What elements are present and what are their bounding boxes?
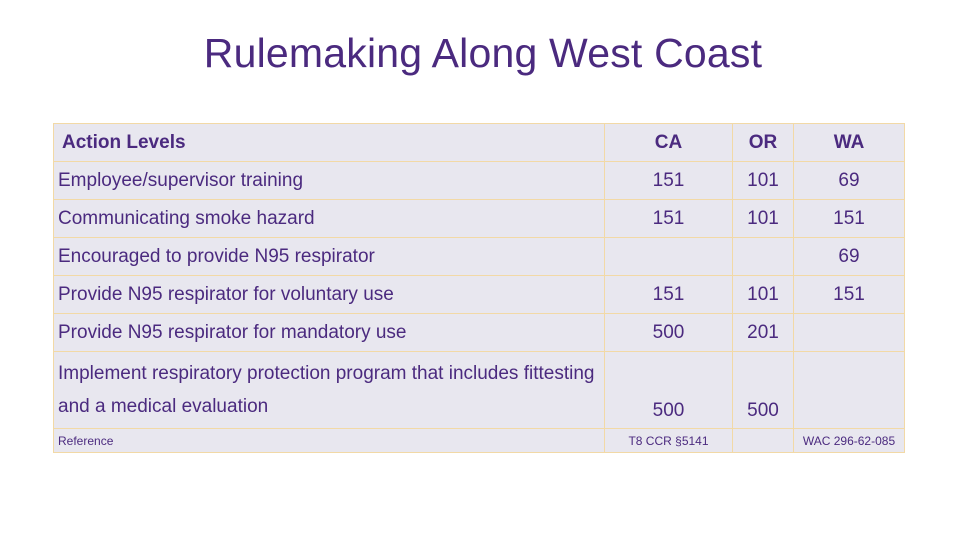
- header-action-levels: Action Levels: [53, 123, 605, 162]
- or-cell: 101: [732, 161, 794, 200]
- action-cell: Encouraged to provide N95 respirator: [53, 237, 605, 276]
- wa-cell: 69: [793, 161, 905, 200]
- ca-cell: 500: [604, 351, 733, 429]
- reference-wa: WAC 296-62-085: [793, 428, 905, 453]
- wa-cell: 151: [793, 275, 905, 314]
- table-row: Employee/supervisor training 151 101 69: [53, 161, 905, 200]
- action-cell: Provide N95 respirator for voluntary use: [53, 275, 605, 314]
- table-row: Provide N95 respirator for voluntary use…: [53, 275, 905, 314]
- wa-cell: [793, 351, 905, 429]
- action-cell: Provide N95 respirator for mandatory use: [53, 313, 605, 352]
- wa-cell: 151: [793, 199, 905, 238]
- reference-label: Reference: [53, 428, 605, 453]
- or-cell: 500: [732, 351, 794, 429]
- action-cell: Communicating smoke hazard: [53, 199, 605, 238]
- reference-row: Reference T8 CCR §5141 WAC 296-62-085: [53, 428, 905, 453]
- table-row: Provide N95 respirator for mandatory use…: [53, 313, 905, 352]
- ca-cell: 151: [604, 199, 733, 238]
- or-cell: 101: [732, 275, 794, 314]
- reference-or: [732, 428, 794, 453]
- or-cell: 101: [732, 199, 794, 238]
- action-cell: Implement respiratory protection program…: [53, 351, 605, 429]
- table-row: Implement respiratory protection program…: [53, 351, 905, 429]
- action-levels-table: Action Levels CA OR WA Employee/supervis…: [53, 123, 905, 453]
- header-wa: WA: [793, 123, 905, 162]
- slide-title: Rulemaking Along West Coast: [203, 30, 763, 76]
- table-header-row: Action Levels CA OR WA: [53, 123, 905, 162]
- header-ca: CA: [604, 123, 733, 162]
- header-or: OR: [732, 123, 794, 162]
- action-cell: Employee/supervisor training: [53, 161, 605, 200]
- ca-cell: 151: [604, 161, 733, 200]
- wa-cell: [793, 313, 905, 352]
- reference-ca: T8 CCR §5141: [604, 428, 733, 453]
- ca-cell: 500: [604, 313, 733, 352]
- wa-cell: 69: [793, 237, 905, 276]
- table-row: Communicating smoke hazard 151 101 151: [53, 199, 905, 238]
- ca-cell: 151: [604, 275, 733, 314]
- table-row: Encouraged to provide N95 respirator 69: [53, 237, 905, 276]
- or-cell: 201: [732, 313, 794, 352]
- ca-cell: [604, 237, 733, 276]
- or-cell: [732, 237, 794, 276]
